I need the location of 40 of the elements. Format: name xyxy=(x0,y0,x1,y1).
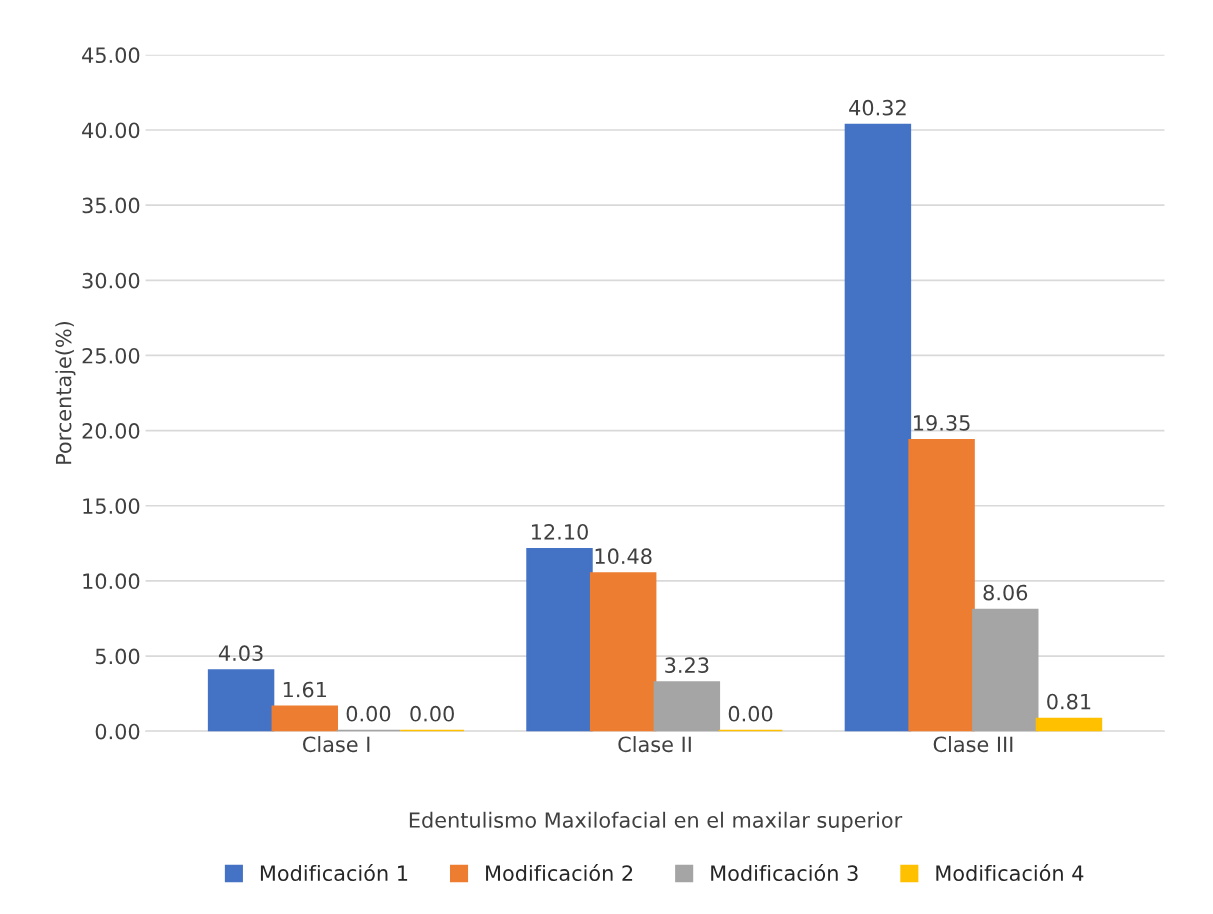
y-tick-label: 20.00 xyxy=(82,423,140,439)
bar xyxy=(1035,717,1103,732)
bar xyxy=(972,608,1039,732)
y-axis-title: Porcentaje(%) xyxy=(55,321,76,464)
data-label: 0.00 xyxy=(410,705,454,722)
y-tick-label: 5.00 xyxy=(95,648,140,665)
data-label: 1.61 xyxy=(283,681,327,698)
legend-label: Modificación 1 xyxy=(260,864,408,882)
data-label: 12.10 xyxy=(531,523,588,540)
legend-label: Modificación 2 xyxy=(486,864,633,882)
data-label: 40.32 xyxy=(849,99,906,116)
bar xyxy=(589,572,657,732)
y-tick-label: 0.00 xyxy=(95,723,140,740)
bar xyxy=(207,669,275,732)
bar xyxy=(526,547,593,732)
bar xyxy=(271,705,338,732)
data-label: 0.00 xyxy=(346,705,391,722)
x-tick-label: Clase I xyxy=(303,736,370,753)
y-tick-label: 45.00 xyxy=(82,47,140,64)
data-label: 19.35 xyxy=(914,415,970,431)
data-label: 8.06 xyxy=(983,584,1028,601)
y-tick-label: 25.00 xyxy=(82,347,140,364)
data-label: 4.03 xyxy=(218,645,263,662)
data-label: 0.81 xyxy=(1047,693,1091,710)
x-tick-label: Clase III xyxy=(933,736,1013,753)
y-tick-label: 10.00 xyxy=(83,573,140,590)
x-axis-title: Edentulismo Maxilofacial en el maxilar superior xyxy=(409,811,903,832)
y-tick-label: 15.00 xyxy=(83,498,140,514)
bar xyxy=(653,681,721,732)
y-tick-label: 40.00 xyxy=(82,122,140,139)
x-tick-label: Clase II xyxy=(618,736,691,753)
bar xyxy=(908,438,975,732)
data-label: 3.23 xyxy=(665,657,709,674)
legend-label: Modificación 4 xyxy=(936,864,1084,882)
y-tick-label: 35.00 xyxy=(82,197,140,214)
y-tick-label: 30.00 xyxy=(82,272,140,289)
data-label: 0.00 xyxy=(728,705,773,722)
legend-label: Modificación 3 xyxy=(711,864,858,882)
bar xyxy=(844,123,912,732)
data-label: 10.48 xyxy=(595,548,652,565)
